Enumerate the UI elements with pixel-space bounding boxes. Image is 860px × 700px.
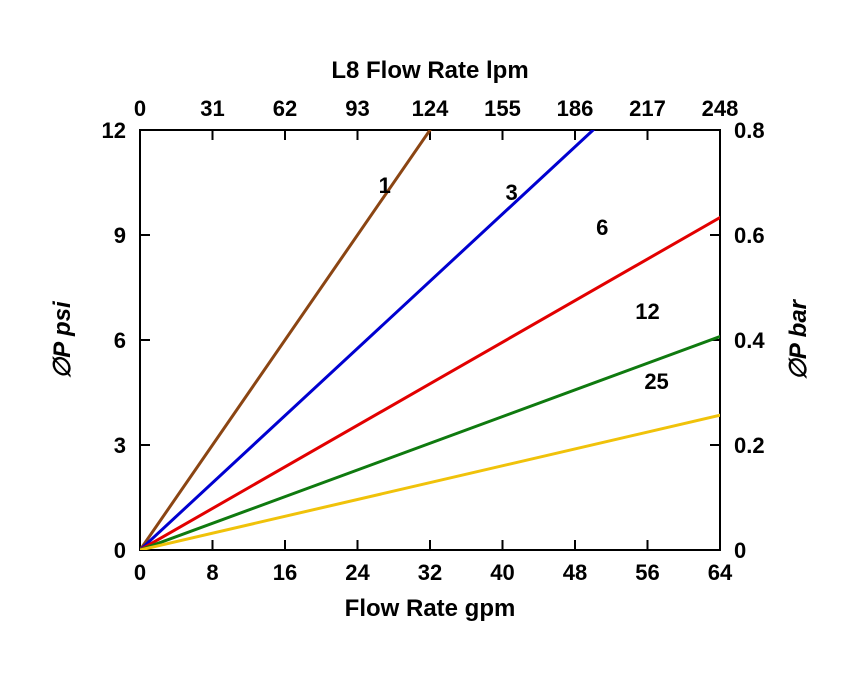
left-tick-label: 3 xyxy=(114,433,126,458)
top-tick-label: 0 xyxy=(134,96,146,121)
bottom-tick-label: 48 xyxy=(563,560,587,585)
left-tick-label: 0 xyxy=(114,538,126,563)
top-axis-title: L8 Flow Rate lpm xyxy=(331,57,528,84)
bottom-tick-label: 40 xyxy=(490,560,514,585)
bottom-tick-label: 32 xyxy=(418,560,442,585)
chart-container: 0816243240485664031629312415518621724803… xyxy=(0,0,860,700)
flow-pressure-chart: 0816243240485664031629312415518621724803… xyxy=(0,0,860,700)
series-label-12: 12 xyxy=(635,299,659,324)
right-tick-label: 0.2 xyxy=(734,433,765,458)
bottom-tick-label: 24 xyxy=(345,560,370,585)
bottom-tick-label: 8 xyxy=(206,560,218,585)
series-label-1: 1 xyxy=(379,173,391,198)
series-label-25: 25 xyxy=(644,369,668,394)
right-tick-label: 0.6 xyxy=(734,223,765,248)
left-axis-title: ∅P psi xyxy=(49,300,76,379)
top-tick-label: 124 xyxy=(412,96,449,121)
left-tick-label: 9 xyxy=(114,223,126,248)
left-tick-label: 12 xyxy=(102,118,126,143)
top-tick-label: 62 xyxy=(273,96,297,121)
top-tick-label: 155 xyxy=(484,96,521,121)
top-tick-label: 248 xyxy=(702,96,739,121)
top-tick-label: 31 xyxy=(200,96,224,121)
right-axis-title: ∅P bar xyxy=(785,298,812,380)
bottom-tick-label: 16 xyxy=(273,560,297,585)
top-tick-label: 186 xyxy=(557,96,594,121)
series-label-6: 6 xyxy=(596,215,608,240)
top-tick-label: 217 xyxy=(629,96,666,121)
series-label-3: 3 xyxy=(505,180,517,205)
bottom-tick-label: 64 xyxy=(708,560,733,585)
bottom-axis-title: Flow Rate gpm xyxy=(345,595,516,622)
right-tick-label: 0.8 xyxy=(734,118,765,143)
right-tick-label: 0 xyxy=(734,538,746,563)
bottom-tick-label: 56 xyxy=(635,560,659,585)
right-tick-label: 0.4 xyxy=(734,328,765,353)
top-tick-label: 93 xyxy=(345,96,369,121)
left-tick-label: 6 xyxy=(114,328,126,353)
bottom-tick-label: 0 xyxy=(134,560,146,585)
